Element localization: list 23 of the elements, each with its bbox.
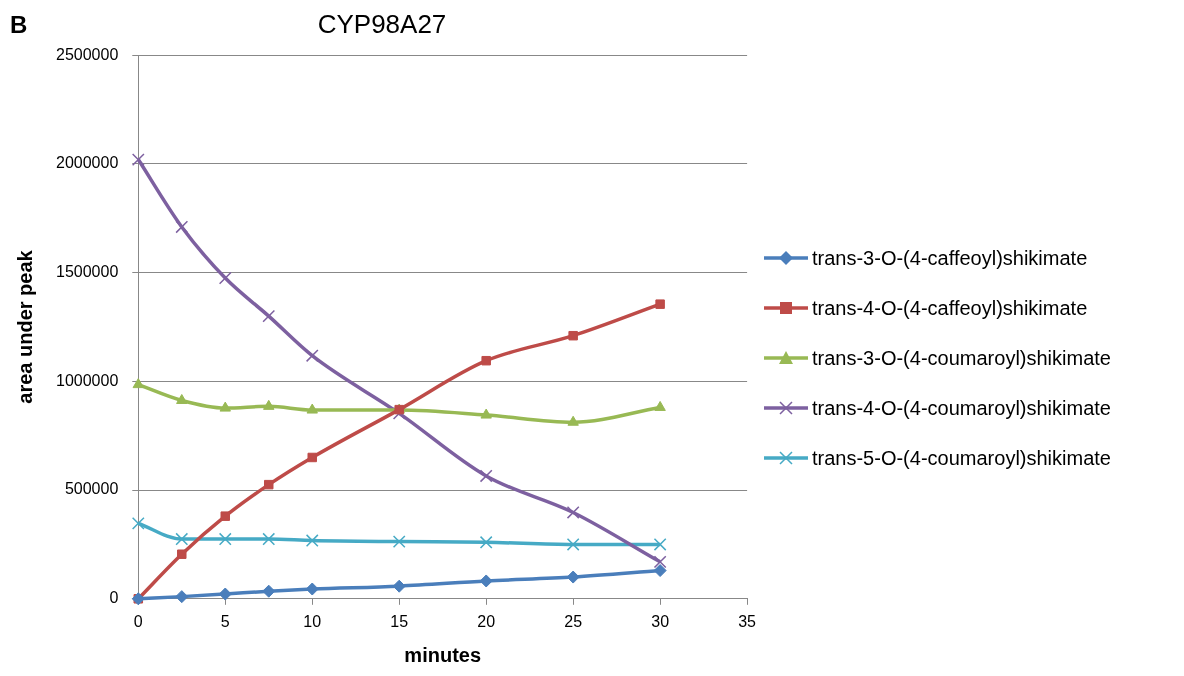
- x-tick-label: 0: [133, 612, 143, 630]
- y-axis-title: area under peak: [13, 249, 36, 404]
- x-axis-title: minutes: [404, 643, 482, 666]
- x-tick-label: 30: [651, 612, 670, 630]
- legend-label: trans-4-O-(4-coumaroyl)shikimate: [812, 396, 1111, 420]
- x-tick-label: 5: [220, 612, 230, 630]
- legend-label: trans-3-O-(4-caffeoyl)shikimate: [812, 246, 1088, 270]
- legend-label: trans-4-O-(4-caffeoyl)shikimate: [812, 296, 1088, 320]
- x-tick-label: 20: [477, 612, 496, 630]
- y-tick-label: 2500000: [55, 45, 119, 63]
- y-tick-label: 500000: [64, 480, 119, 498]
- chart-title: CYP98A27: [317, 8, 447, 39]
- legend-label: trans-3-O-(4-coumaroyl)shikimate: [812, 346, 1111, 370]
- y-tick-label: 2000000: [55, 154, 119, 172]
- x-tick-label: 10: [303, 612, 322, 630]
- y-tick-label: 1000000: [55, 371, 119, 389]
- x-tick-label: 15: [390, 612, 409, 630]
- legend-label: trans-5-O-(4-coumaroyl)shikimate: [812, 446, 1111, 470]
- x-tick-label: 35: [738, 612, 757, 630]
- x-tick-label: 25: [564, 612, 583, 630]
- text: B: [10, 10, 28, 38]
- y-tick-label: 0: [109, 589, 119, 607]
- y-tick-label: 1500000: [55, 263, 119, 281]
